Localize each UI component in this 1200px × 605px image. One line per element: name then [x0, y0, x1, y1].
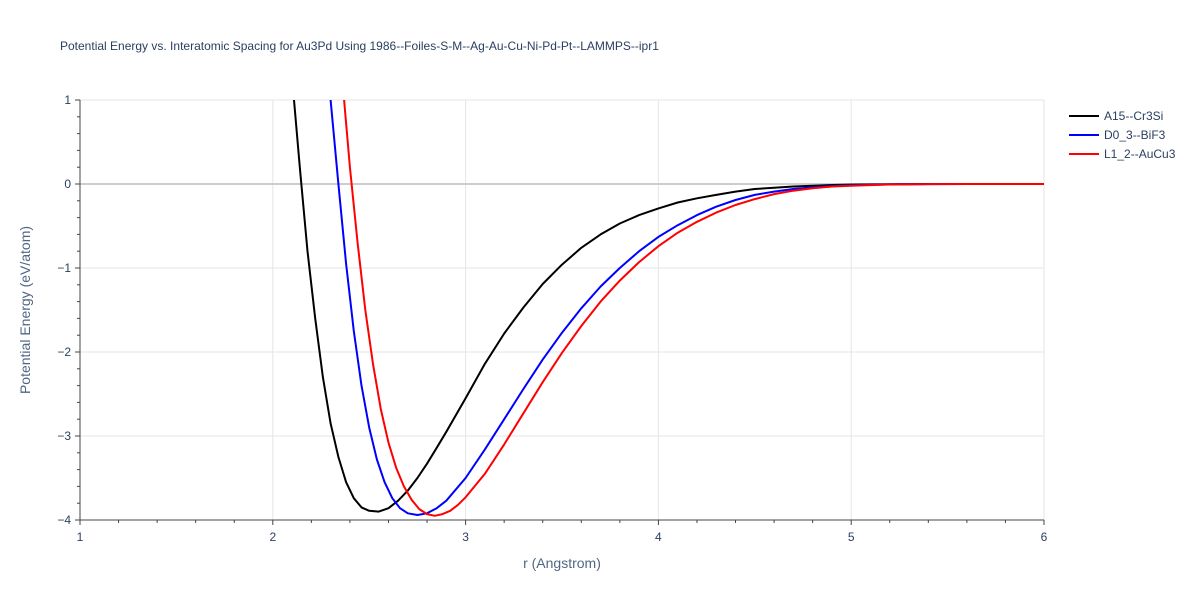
legend[interactable]: A15--Cr3Si D0_3--BiF3 L1_2--AuCu3	[1069, 109, 1176, 161]
series-lines	[293, 100, 1044, 517]
x-tick-label: 2	[269, 530, 276, 544]
legend-item[interactable]: D0_3--BiF3	[1069, 128, 1166, 142]
x-tick-label: 3	[462, 530, 469, 544]
y-tick-label: −3	[57, 429, 71, 443]
y-axis-title: Potential Energy (eV/atom)	[17, 226, 33, 394]
series-clip-group	[293, 100, 1044, 517]
y-tick-label: −1	[57, 261, 71, 275]
axes: 1 2 3 4 5 6 −4 −3 −2 −1 0 1	[57, 93, 1047, 544]
legend-label: L1_2--AuCu3	[1104, 147, 1176, 161]
legend-label: D0_3--BiF3	[1104, 128, 1166, 142]
x-axis-title: r (Angstrom)	[523, 555, 601, 571]
series-line-0[interactable]	[293, 100, 1044, 513]
legend-label: A15--Cr3Si	[1104, 109, 1163, 123]
y-tick-label: 0	[64, 177, 71, 191]
series-line-2[interactable]	[343, 100, 1044, 517]
legend-item[interactable]: A15--Cr3Si	[1069, 109, 1163, 123]
series-line-1[interactable]	[329, 100, 1044, 516]
x-tick-label: 1	[77, 530, 84, 544]
x-tick-label: 6	[1041, 530, 1048, 544]
y-tick-label: −2	[57, 345, 71, 359]
x-tick-label: 4	[655, 530, 662, 544]
y-tick-label: 1	[64, 93, 71, 107]
legend-item[interactable]: L1_2--AuCu3	[1069, 147, 1176, 161]
y-tick-label: −4	[57, 513, 71, 527]
x-tick-label: 5	[848, 530, 855, 544]
chart-title: Potential Energy vs. Interatomic Spacing…	[60, 39, 659, 53]
